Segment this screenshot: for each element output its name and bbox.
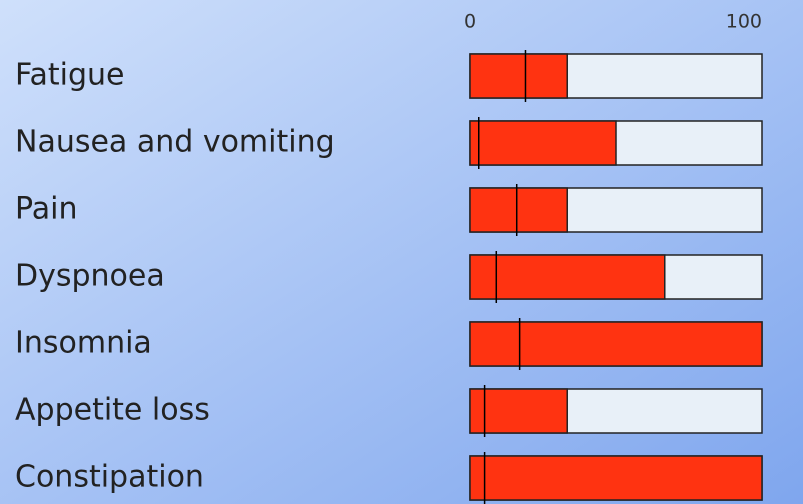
category-label: Pain <box>15 192 77 227</box>
category-label: Dyspnoea <box>15 259 165 294</box>
bar <box>469 53 568 99</box>
category-label: Nausea and vomiting <box>15 125 335 160</box>
x-tick-label: 100 <box>726 11 762 33</box>
category-label: Insomnia <box>15 326 152 361</box>
bar <box>469 120 617 166</box>
bar <box>469 254 666 300</box>
bar <box>469 187 568 233</box>
bar <box>469 455 763 501</box>
x-tick-label: 0 <box>464 11 476 33</box>
bar <box>469 321 763 367</box>
bar <box>469 388 568 434</box>
category-label: Fatigue <box>15 58 125 93</box>
category-label: Constipation <box>15 460 204 495</box>
category-label: Appetite loss <box>15 393 210 428</box>
